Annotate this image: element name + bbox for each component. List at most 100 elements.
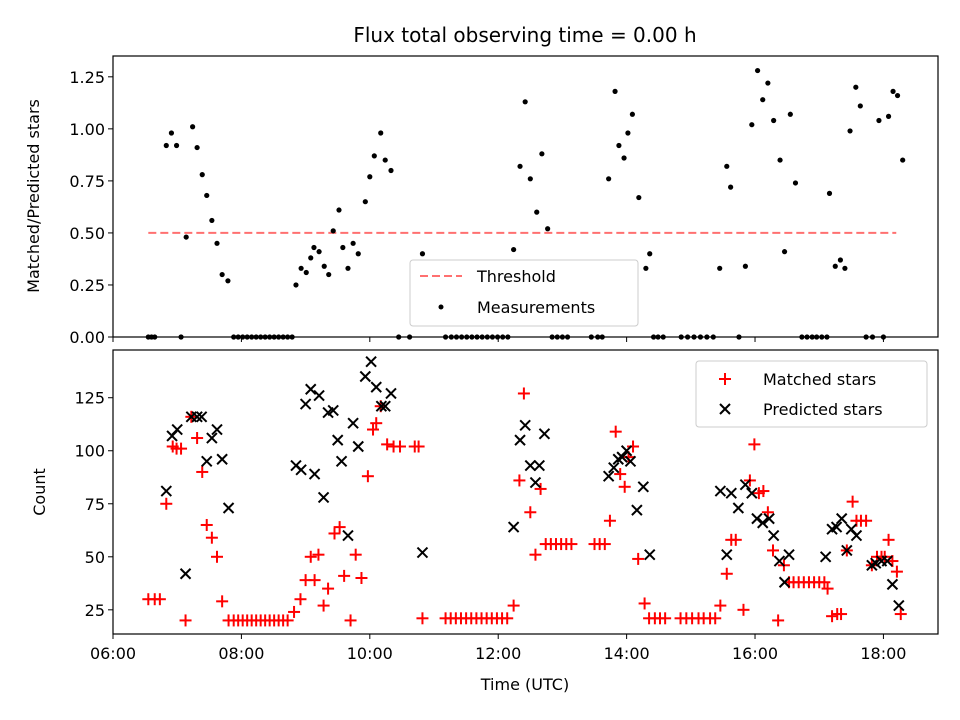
bottom-y-tick-label: 125: [74, 389, 105, 408]
measurement-point: [173, 142, 180, 149]
matched-stars-point: [344, 614, 357, 627]
measurement-point: [298, 265, 304, 271]
matched-stars-point: [312, 548, 325, 561]
measurement-point: [419, 251, 426, 257]
matched-stars-point: [818, 576, 831, 589]
x-axis-label: Time (UTC): [480, 675, 569, 694]
predicted-stars-point: [179, 568, 192, 580]
matched-stars-point: [729, 533, 742, 546]
matched-stars-point: [529, 548, 542, 561]
matched-stars-point: [614, 468, 627, 481]
predicted-stars-point: [332, 434, 344, 446]
predicted-stars-point: [342, 529, 354, 542]
matched-stars-point: [524, 506, 537, 519]
measurement-point: [522, 99, 528, 105]
measurement-point: [311, 244, 317, 251]
measurement-point: [293, 282, 299, 288]
measurement-point: [857, 103, 863, 109]
predicted-stars-point: [206, 432, 218, 444]
measurement-point: [616, 142, 622, 149]
measurement-point: [754, 67, 761, 74]
top-chart-title: Flux total observing time = 0.00 h: [353, 23, 696, 47]
predicted-stars-point: [830, 521, 843, 533]
measurement-point: [781, 249, 788, 255]
measurement-point: [340, 244, 346, 251]
matched-stars-point: [737, 603, 750, 616]
matched-stars-point: [609, 425, 622, 438]
measurement-point: [760, 97, 766, 103]
predicted-stars-point: [313, 389, 325, 402]
bottom-y-tick-label: 75: [85, 495, 105, 514]
predicted-stars-point: [416, 546, 429, 559]
measurement-point: [219, 271, 225, 278]
matched-stars-point: [381, 438, 394, 451]
predicted-stars-point: [783, 548, 795, 561]
predicted-stars-point: [305, 383, 317, 395]
matched-stars-point: [513, 474, 526, 487]
bottom-y-ticks: 25 50 75 100 125: [74, 389, 113, 620]
predicted-stars-legend-swatch: [719, 403, 731, 415]
measurement-point: [606, 176, 612, 182]
measurement-point: [367, 174, 373, 180]
measurement-point: [717, 265, 723, 271]
matched-stars-point: [598, 538, 611, 551]
measurement-point: [336, 207, 342, 213]
measurement-point: [214, 240, 220, 246]
bottom-x-tick-label: 12:00: [475, 644, 521, 663]
predicted-stars-point: [365, 355, 377, 368]
measurement-point: [545, 226, 551, 232]
measurement-point: [832, 263, 838, 269]
measurement-point: [199, 172, 205, 178]
matched-stars-point: [565, 538, 578, 551]
matched-stars-point: [370, 417, 383, 430]
matched-stars-point: [153, 593, 166, 606]
predicted-stars-legend-label: Predicted stars: [763, 400, 883, 419]
measurement-point: [724, 163, 730, 169]
predicted-stars-point: [893, 599, 905, 612]
matched-stars-point: [835, 608, 848, 621]
measurement-point: [900, 157, 906, 163]
top-y-tick-label: 0.75: [69, 172, 105, 191]
matched-stars-point: [534, 482, 547, 495]
predicted-stars-point: [347, 417, 359, 429]
measurement-point: [636, 194, 642, 201]
matched-stars-point: [757, 485, 770, 498]
top-y-ticks: 0.00 0.25 0.50 0.75 1.00 1.25: [69, 68, 113, 347]
matched-stars-point: [294, 593, 307, 606]
measurement-point: [371, 153, 377, 159]
top-plot-marks: [145, 67, 906, 340]
measurement-point: [742, 263, 748, 269]
predicted-stars-point: [507, 521, 520, 533]
measurement-point: [362, 199, 368, 205]
threshold-legend-label: Threshold: [476, 267, 556, 286]
matched-stars-point: [659, 612, 672, 625]
bottom-x-tick-label: 08:00: [218, 644, 264, 663]
measurement-point: [517, 163, 523, 169]
measurement-point: [183, 234, 189, 240]
bottom-y-axis-label: Count: [30, 468, 49, 516]
bottom-y-tick-label: 50: [85, 548, 105, 567]
bottom-x-ticks: 06:00 08:00 10:00 12:00 14:00 16:00 18:00: [90, 634, 906, 663]
measurement-point: [647, 251, 653, 257]
matched-stars-point: [416, 612, 429, 625]
measurement-point: [350, 240, 356, 246]
matched-stars-point: [175, 442, 188, 455]
matched-stars-point: [618, 480, 631, 493]
predicted-stars-point: [295, 464, 307, 476]
matched-stars-point: [333, 521, 346, 534]
measurement-point: [629, 111, 635, 117]
predicted-stars-point: [835, 512, 848, 525]
measurement-point: [826, 190, 833, 196]
predicted-stars-point: [538, 428, 551, 440]
top-plot: 0.00 0.25 0.50 0.75 1.00 1.25 Matched/Predict…: [24, 55, 939, 347]
bottom-plot: 25 50 75 100 125 06:00 08:00 10:00 12:00 14:00 16…: [30, 349, 939, 694]
matched-stars-point: [393, 440, 406, 453]
matched-stars-point: [200, 518, 213, 531]
bottom-legend: Matched stars Predicted stars: [695, 360, 928, 428]
matched-stars-point: [412, 440, 425, 453]
bottom-x-tick-label: 16:00: [732, 644, 778, 663]
matched-stars-point: [216, 595, 229, 608]
matched-stars-point: [517, 387, 530, 400]
matched-stars-point: [507, 599, 520, 612]
